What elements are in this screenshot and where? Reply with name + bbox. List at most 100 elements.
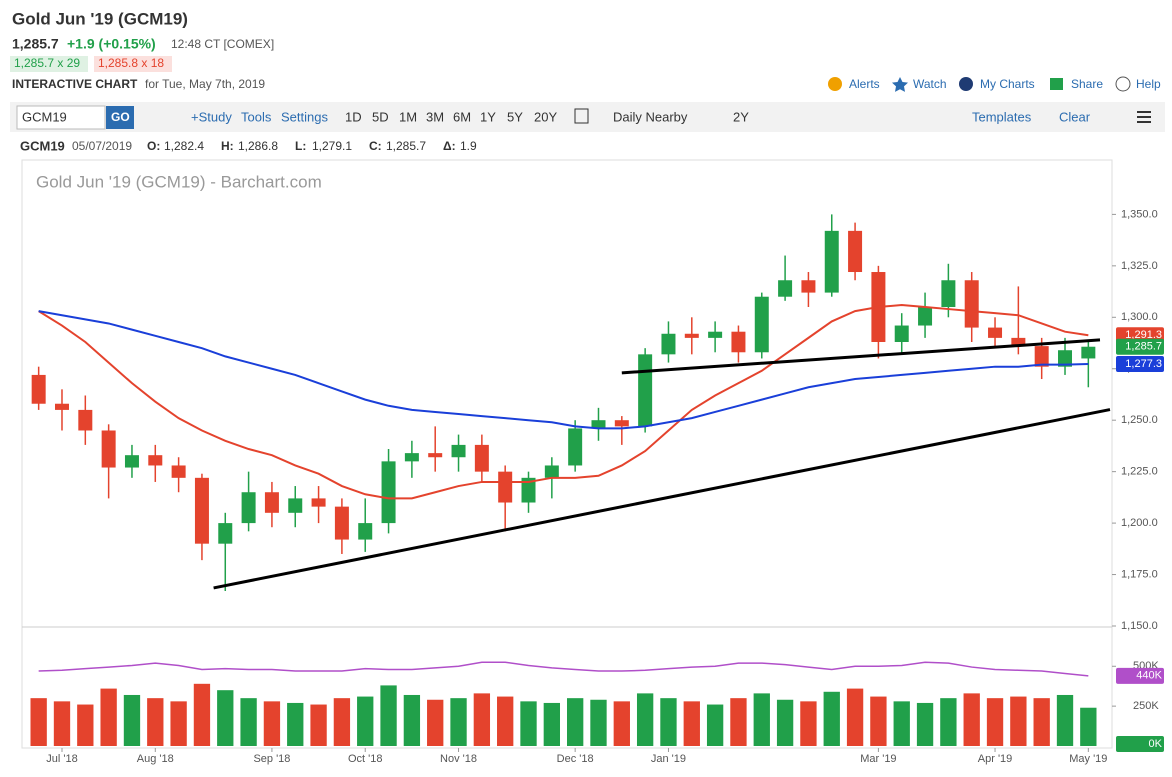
volume-bar [147, 698, 164, 746]
volume-bar [170, 701, 187, 746]
y-tick-label: 1,300.0 [1121, 311, 1158, 323]
y-tick-label: 1,250.0 [1121, 414, 1158, 426]
trendline [213, 408, 1111, 590]
volume-bar [310, 704, 327, 746]
link[interactable]: Alerts [849, 77, 880, 91]
volume-bar [30, 698, 47, 746]
volume-bar [566, 698, 584, 746]
period[interactable]: 6M [453, 109, 471, 124]
quote-value: 1,286.8 [238, 139, 278, 153]
candle-body [1081, 346, 1096, 359]
volume-bar [1056, 694, 1074, 746]
volume-bar [916, 702, 934, 746]
watch-icon [892, 77, 908, 92]
x-tick-label: Jul '18 [46, 753, 77, 765]
candle-body [638, 354, 653, 427]
price-badge-label: 1,277.3 [1125, 358, 1162, 370]
volume-bar [590, 699, 607, 746]
volume-bar [660, 698, 677, 746]
volume-bar [870, 696, 887, 746]
candle-body [521, 477, 536, 503]
open-interest-line [38, 661, 1089, 677]
quote-date: 05/07/2019 [72, 139, 132, 153]
settings[interactable]: Settings [281, 109, 328, 124]
candle-body [1011, 337, 1026, 347]
symbol-input[interactable] [16, 105, 106, 130]
volume-bar [823, 691, 840, 746]
go: GO [111, 110, 130, 124]
menu-icon[interactable] [1137, 111, 1151, 123]
period[interactable]: 1M [399, 109, 417, 124]
section: INTERACTIVE CHART [12, 77, 138, 91]
price-badge-label: 1,285.7 [1125, 341, 1162, 353]
x-tick-label: Sep '18 [253, 753, 290, 765]
volume-bar [730, 698, 747, 746]
price-badge-label: 440K [1136, 670, 1162, 682]
y-tick-label: 1,175.0 [1121, 568, 1158, 580]
candle-body [894, 325, 909, 342]
quote-key: O: [147, 139, 160, 153]
candle-body [1034, 346, 1049, 367]
volume-bar [776, 699, 794, 746]
period[interactable]: 3M [426, 109, 444, 124]
candle-body [684, 333, 699, 338]
x-tick-label: Oct '18 [348, 753, 383, 765]
quote-key: L: [295, 139, 306, 153]
period[interactable]: 1D [345, 109, 362, 124]
volume-bar [333, 698, 351, 746]
candle-body [218, 523, 233, 544]
volume-bar [287, 702, 304, 746]
candle-body [731, 331, 746, 353]
study[interactable]: +Study [191, 109, 232, 124]
period[interactable]: 1Y [480, 109, 496, 124]
candle-body [264, 492, 279, 513]
volume-bar [497, 696, 514, 746]
quote-value: 1,279.1 [312, 139, 352, 153]
volume-bar [520, 701, 537, 746]
y-tick-label: 1,350.0 [1121, 208, 1158, 220]
candle-body [801, 280, 816, 293]
candle-body [101, 430, 116, 468]
price-badge [1116, 667, 1164, 684]
quote-value: 1,285.7 [386, 139, 426, 153]
quote-key: C: [369, 139, 382, 153]
mycharts-icon [959, 77, 973, 91]
tools[interactable]: Tools [241, 109, 272, 124]
volume-bar [636, 693, 654, 746]
clear[interactable]: Clear [1059, 109, 1091, 124]
templates[interactable]: Templates [972, 109, 1032, 124]
ask-box [94, 56, 172, 72]
y-tick-label: 1,150.0 [1121, 620, 1158, 632]
x-tick-label: Aug '18 [137, 753, 174, 765]
link[interactable]: Help [1136, 77, 1161, 91]
price-badge-label: 0K [1149, 738, 1163, 750]
period[interactable]: 20Y [534, 109, 557, 124]
candle-body [171, 465, 186, 478]
candle-body [754, 296, 769, 353]
x-tick-label: Nov '18 [440, 753, 477, 765]
period[interactable]: 5D [372, 109, 389, 124]
frequency[interactable]: Daily Nearby [613, 109, 688, 124]
candle-body [311, 498, 326, 507]
bid: 1,285.7 x 29 [14, 56, 80, 70]
title: Gold Jun '19 (GCM19) [12, 9, 188, 28]
alerts-icon [828, 77, 842, 91]
range[interactable]: 2Y [733, 109, 749, 124]
chart-frame [21, 159, 1113, 749]
volume-bar [940, 698, 957, 746]
candle-body [148, 455, 163, 466]
period[interactable]: 5Y [507, 109, 523, 124]
link[interactable]: My Charts [980, 77, 1035, 91]
volume-bar [683, 701, 700, 746]
link[interactable]: Share [1071, 77, 1103, 91]
candle-body [78, 409, 93, 431]
quote-value: 1,282.4 [164, 139, 204, 153]
volume-bar [123, 694, 141, 746]
volume-bar [450, 698, 467, 746]
link[interactable]: Watch [913, 77, 947, 91]
change: +1.9 (+0.15%) [67, 36, 156, 52]
go-button[interactable] [106, 106, 134, 129]
candle-body [591, 420, 606, 429]
candle-body [31, 374, 46, 404]
